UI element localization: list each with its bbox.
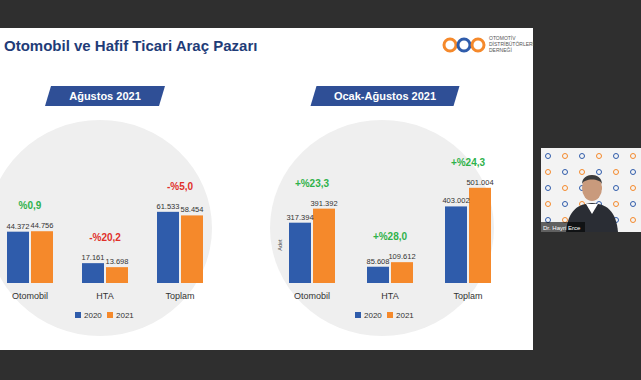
backdrop-logo <box>546 218 551 223</box>
backdrop-logo <box>631 170 636 175</box>
backdrop-logo <box>563 202 568 207</box>
data-label: 13.698 <box>106 257 129 266</box>
backdrop-logo <box>614 202 619 207</box>
backdrop-logo <box>546 154 551 159</box>
legend-swatch <box>107 312 113 318</box>
bar <box>7 232 29 283</box>
title-banner <box>45 86 165 106</box>
legend-label: 2021 <box>396 311 414 320</box>
person-hair <box>582 175 602 184</box>
bar <box>106 267 128 283</box>
legend-swatch <box>355 312 361 318</box>
backdrop-logo <box>597 154 602 159</box>
data-label: 317.394 <box>286 213 313 222</box>
backdrop-logo <box>614 186 619 191</box>
bar <box>469 188 491 283</box>
category-label: Toplam <box>453 291 482 301</box>
data-label: 44.756 <box>31 221 54 230</box>
bar <box>313 209 335 283</box>
legend-label: 2020 <box>364 311 382 320</box>
backdrop-logo <box>563 170 568 175</box>
bars <box>7 212 203 283</box>
data-label: 501.004 <box>466 178 493 187</box>
backdrop-logo <box>631 186 636 191</box>
chart-backdrop <box>270 120 494 336</box>
change-annotation: %0,9 <box>19 200 42 211</box>
category-label: Toplam <box>165 291 194 301</box>
chart: Ocak-Ağustos 2021 317.394 391.392 Otomobil +… <box>270 86 494 336</box>
data-label: 44.372 <box>7 222 30 231</box>
legend-swatch <box>387 312 393 318</box>
labels: 317.394 391.392 Otomobil +%23,3 85.608109.61… <box>277 157 494 320</box>
change-annotation: -%20,2 <box>89 232 121 243</box>
data-label: 109.612 <box>388 252 415 261</box>
backdrop-logo <box>631 154 636 159</box>
labels: 44.37244.756 Otomobil %0,9 17.16113.698 HTA -… <box>7 181 204 320</box>
name-tag <box>541 222 585 232</box>
bar <box>31 231 53 283</box>
person-shirt <box>586 204 598 214</box>
slide-title: Otomobil ve Hafif Ticari Araç Pazarı <box>4 37 257 54</box>
person-head <box>582 175 602 201</box>
bar <box>391 262 413 283</box>
legend-label: 2020 <box>84 311 102 320</box>
data-label: 403.002 <box>442 196 469 205</box>
y-axis-label: Adet <box>277 239 283 251</box>
legend-swatch <box>75 312 81 318</box>
backdrop-logo <box>614 170 619 175</box>
data-label: 391.392 <box>310 199 337 208</box>
logo-ring <box>444 39 456 51</box>
speaker-name: Dr. Hayri Erce <box>543 225 581 231</box>
backdrop-logo <box>631 218 636 223</box>
logo-ring <box>472 39 484 51</box>
data-label: 85.608 <box>367 257 390 266</box>
chart-title: Ocak-Ağustos 2021 <box>334 90 436 102</box>
backdrop-logo <box>546 186 551 191</box>
data-label: 58.454 <box>181 205 204 214</box>
chart-backdrop <box>0 120 212 336</box>
category-label: Otomobil <box>294 291 330 301</box>
screen: Otomobil ve Hafif Ticari Araç Pazarı OTOM… <box>0 0 641 380</box>
backdrop-logo <box>580 154 585 159</box>
legend-label: 2021 <box>116 311 134 320</box>
bar <box>445 206 467 283</box>
chart: Ağustos 2021 44.37244.756 Otomobil %0,9 17.1… <box>0 86 212 336</box>
change-annotation: +%24,3 <box>451 157 486 168</box>
category-label: Otomobil <box>12 291 48 301</box>
backdrop-logo <box>614 154 619 159</box>
change-annotation: -%5,0 <box>167 181 194 192</box>
logo: OTOMOTİVDİSTRİBÜTÖRLERİDERNEĞİ <box>444 35 534 53</box>
video-bg <box>541 148 641 232</box>
bar <box>82 263 104 283</box>
backdrop-logo <box>563 186 568 191</box>
backdrop-logo <box>546 202 551 207</box>
category-label: HTA <box>381 291 398 301</box>
bar <box>157 212 179 283</box>
backdrop-logo <box>563 218 568 223</box>
logo-text: DERNEĞİ <box>489 47 512 53</box>
change-annotation: +%28,0 <box>373 231 408 242</box>
backdrop-logo <box>597 170 602 175</box>
video-tile: Dr. Hayri Erce <box>541 148 641 232</box>
backdrop-logo <box>631 202 636 207</box>
change-annotation: +%23,3 <box>295 178 330 189</box>
data-label: 17.161 <box>82 253 105 262</box>
backdrop-logo <box>546 170 551 175</box>
data-label: 61.533 <box>157 202 180 211</box>
bar <box>289 223 311 283</box>
bar <box>181 215 203 283</box>
backdrop-logo <box>563 154 568 159</box>
category-label: HTA <box>96 291 113 301</box>
title-banner <box>311 86 460 106</box>
bars <box>289 188 491 283</box>
backdrop-logo <box>580 170 585 175</box>
bar <box>367 267 389 283</box>
logo-ring <box>458 39 470 51</box>
chart-title: Ağustos 2021 <box>69 90 141 102</box>
